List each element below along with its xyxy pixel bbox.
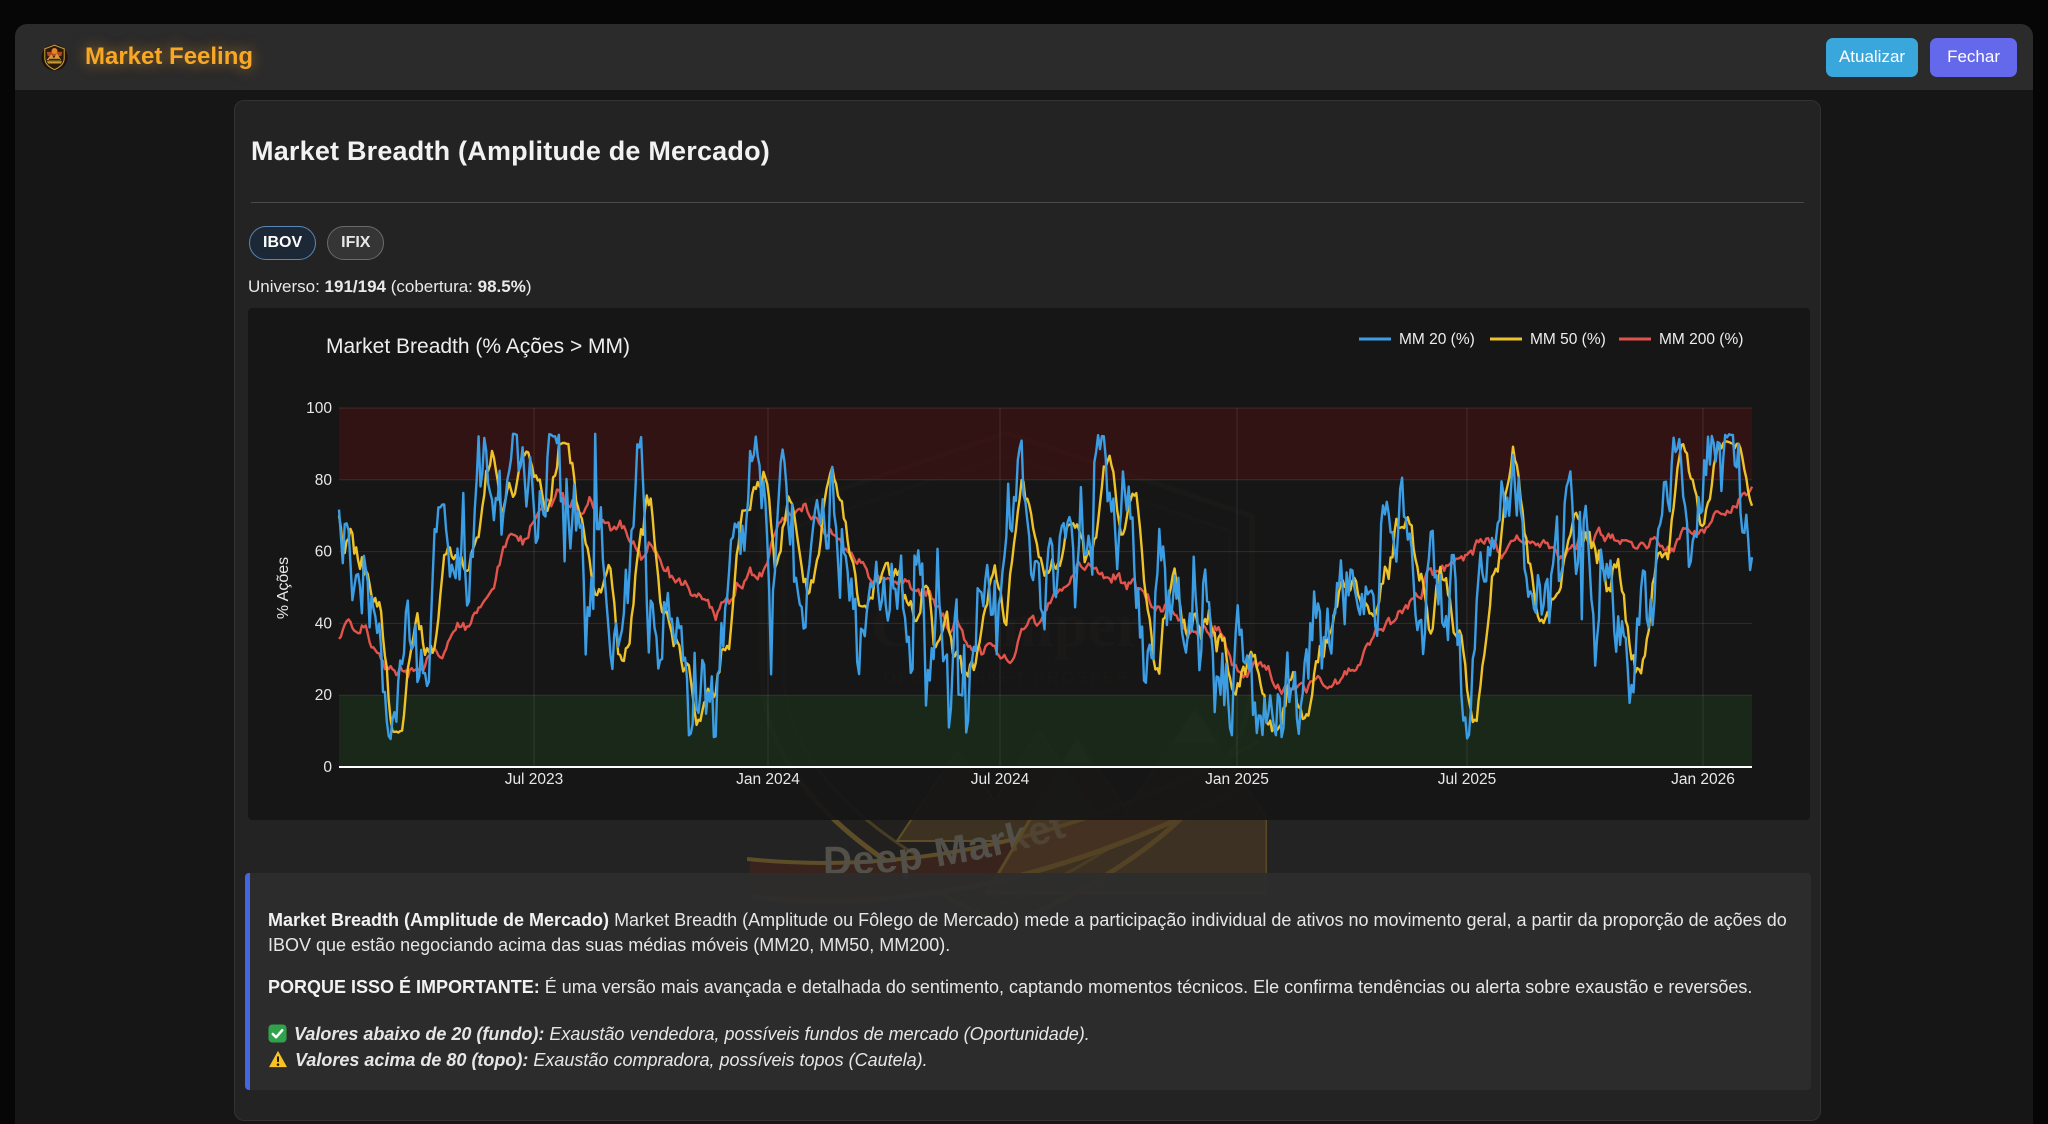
svg-text:% Ações: % Ações bbox=[275, 557, 292, 619]
svg-text:MM 50 (%): MM 50 (%) bbox=[1530, 331, 1606, 348]
svg-text:Jul 2025: Jul 2025 bbox=[1438, 771, 1497, 788]
svg-text:20: 20 bbox=[315, 687, 333, 704]
svg-text:Jan 2025: Jan 2025 bbox=[1205, 771, 1269, 788]
svg-text:Jul 2024: Jul 2024 bbox=[971, 771, 1030, 788]
svg-text:Jan 2026: Jan 2026 bbox=[1671, 771, 1735, 788]
svg-text:0: 0 bbox=[323, 759, 332, 776]
svg-text:40: 40 bbox=[315, 615, 333, 632]
svg-text:80: 80 bbox=[315, 472, 333, 489]
svg-text:60: 60 bbox=[315, 544, 333, 561]
svg-text:Jan 2024: Jan 2024 bbox=[736, 771, 800, 788]
svg-text:Jul 2023: Jul 2023 bbox=[505, 771, 564, 788]
svg-text:100: 100 bbox=[306, 400, 332, 417]
svg-text:MM 200 (%): MM 200 (%) bbox=[1659, 331, 1743, 348]
svg-text:Market Breadth (% Ações > MM): Market Breadth (% Ações > MM) bbox=[326, 335, 630, 358]
svg-text:MM 20 (%): MM 20 (%) bbox=[1399, 331, 1475, 348]
